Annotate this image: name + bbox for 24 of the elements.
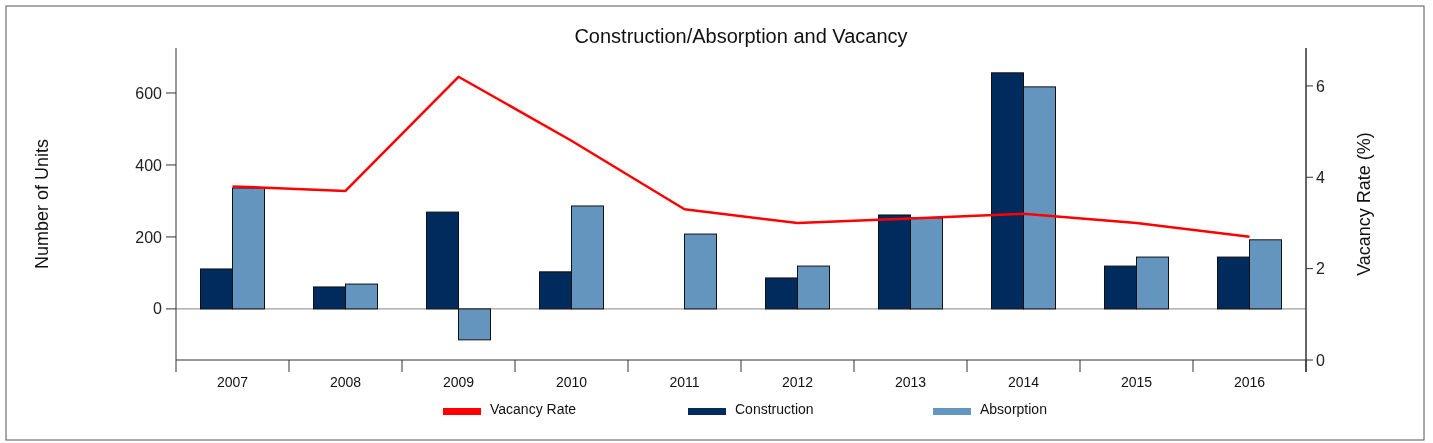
- x-tick-label: 2010: [555, 374, 588, 390]
- x-tick-label: 2011: [669, 374, 700, 390]
- x-tick-label: 2015: [1120, 374, 1153, 390]
- y-tick-label: 600: [135, 84, 163, 102]
- x-tick-label: 2016: [1233, 374, 1266, 390]
- x-tick-label: 2014: [1007, 374, 1040, 390]
- x-tick-label: 2008: [329, 374, 362, 390]
- chart-title: Construction/Absorption and Vacancy: [574, 25, 908, 47]
- y2-tick-label: 0: [1316, 351, 1325, 369]
- y-tick-label: 0: [153, 300, 163, 318]
- x-tick-label: 2013: [894, 374, 927, 390]
- y2-tick-label: 4: [1316, 168, 1325, 186]
- legend-label: Absorption: [980, 401, 1047, 417]
- legend-label: Vacancy Rate: [490, 401, 577, 417]
- x-tick-label: 2009: [442, 374, 475, 390]
- y2-tick-label: 6: [1316, 77, 1325, 95]
- y2-tick-label: 2: [1316, 260, 1325, 278]
- y-axis-title: Number of Units: [32, 138, 52, 270]
- x-tick-label: 2012: [781, 374, 814, 390]
- y2-axis-title: Vacancy Rate (%): [1354, 132, 1374, 276]
- x-tick-label: 2007: [216, 374, 249, 390]
- legend-label: Construction: [735, 401, 814, 417]
- y-tick-label: 200: [135, 228, 163, 246]
- y-tick-label: 400: [135, 156, 163, 174]
